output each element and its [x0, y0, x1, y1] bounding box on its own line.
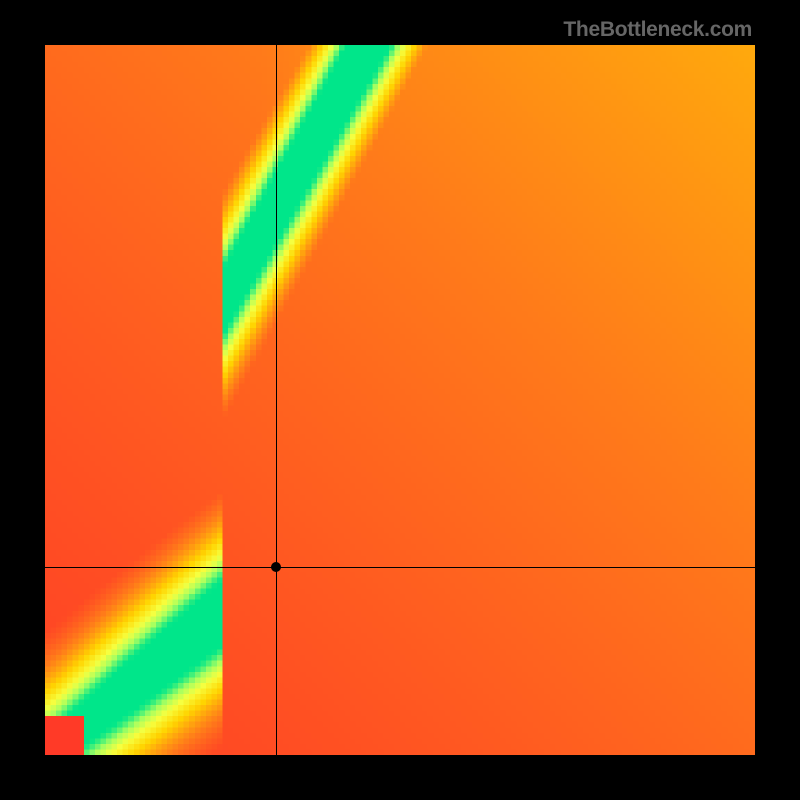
crosshair-marker: [271, 562, 281, 572]
heatmap-plot: [45, 45, 755, 755]
crosshair-vertical: [276, 45, 277, 755]
heatmap-canvas: [45, 45, 755, 755]
watermark-text: TheBottleneck.com: [563, 18, 752, 42]
crosshair-horizontal: [45, 567, 755, 568]
